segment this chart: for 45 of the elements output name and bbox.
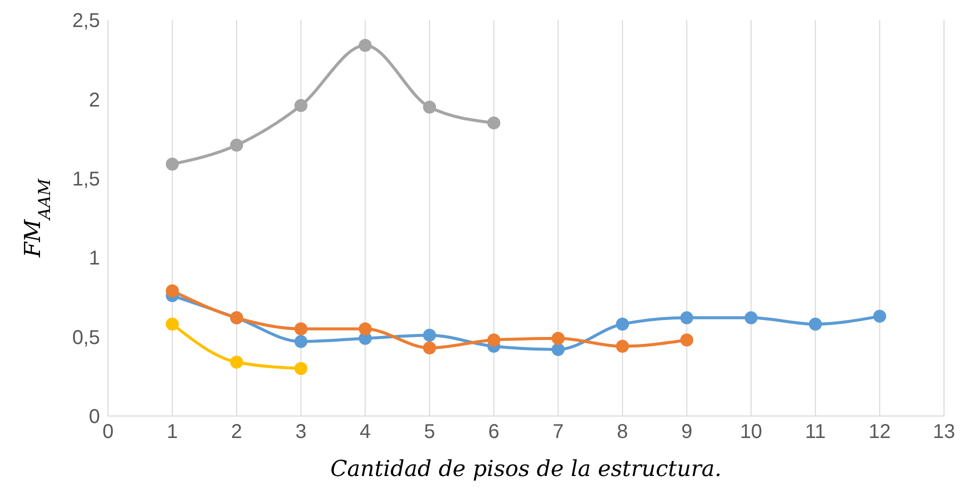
point — [166, 318, 179, 331]
y-tick-label: 0,5 — [72, 326, 100, 349]
x-tick-label: 8 — [616, 421, 628, 444]
x-tick-label: 6 — [488, 421, 500, 444]
x-tick-label: 4 — [360, 421, 371, 444]
point — [552, 332, 565, 345]
y-tick-label: 2,5 — [72, 10, 100, 32]
point — [294, 335, 308, 348]
point — [552, 342, 565, 356]
point — [680, 333, 694, 346]
x-tick-label: 13 — [932, 421, 956, 444]
point — [616, 340, 629, 353]
point — [423, 328, 436, 342]
point — [294, 99, 308, 112]
point — [487, 333, 500, 346]
point — [166, 284, 179, 298]
y-tick-label: 2 — [88, 89, 100, 112]
point — [744, 311, 758, 324]
x-tick-label: 11 — [805, 421, 826, 444]
point — [358, 322, 372, 336]
point — [230, 138, 244, 152]
y-tick-label: 0 — [88, 406, 100, 428]
point — [230, 356, 244, 369]
x-tick-label: 7 — [552, 421, 564, 444]
x-tick-label: 2 — [231, 421, 242, 444]
point — [294, 322, 308, 336]
point — [423, 341, 436, 354]
point — [808, 318, 822, 331]
x-tick-label: 1 — [166, 421, 178, 444]
point — [616, 318, 629, 331]
x-tick-label: 3 — [295, 421, 306, 444]
point — [487, 116, 500, 130]
x-tick-label: 12 — [868, 421, 891, 444]
point — [873, 310, 886, 323]
point — [294, 362, 308, 375]
point — [166, 158, 179, 171]
x-tick-label: 10 — [740, 421, 762, 444]
y-tick-label: 1 — [88, 248, 100, 270]
point — [358, 38, 372, 52]
x-tick-label: 9 — [681, 421, 692, 444]
x-tick-label: 5 — [424, 421, 436, 444]
y-tick-label: 1,5 — [72, 168, 100, 190]
point — [423, 100, 436, 114]
point — [680, 311, 694, 324]
x-axis-title: Cantidad de pisos de la estructura. — [330, 457, 722, 482]
